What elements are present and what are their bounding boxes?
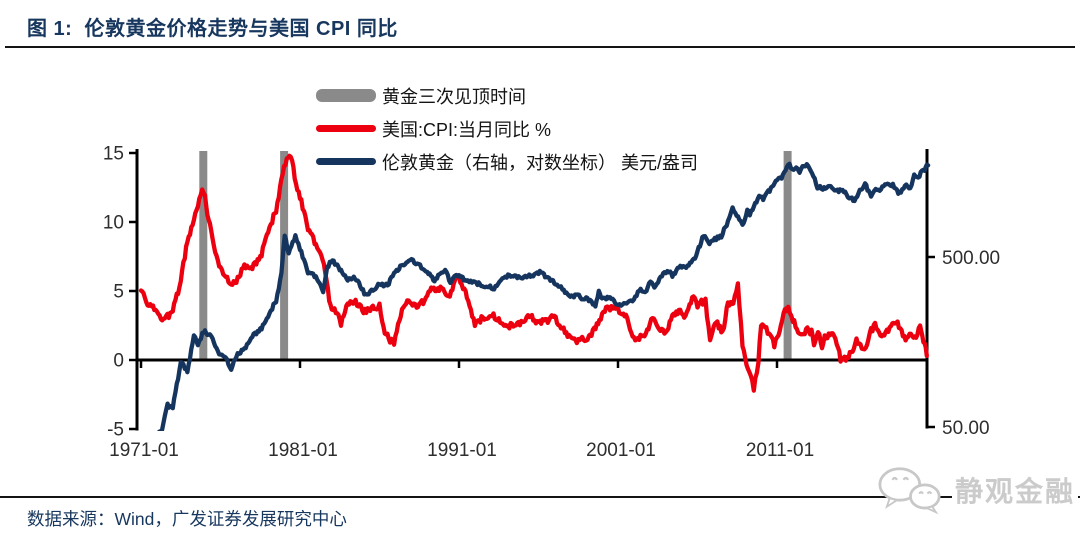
legend-swatch-navy-line bbox=[316, 158, 376, 165]
legend-label-gold-peaks: 黄金三次见顶时间 bbox=[382, 86, 526, 107]
x-axis-tick-label: 1971-01 bbox=[109, 440, 179, 461]
x-axis-tick-label: 1981-01 bbox=[268, 440, 338, 461]
legend-item-us-cpi: 美国:CPI:当月同比 % bbox=[316, 112, 698, 145]
legend-label-us-cpi: 美国:CPI:当月同比 % bbox=[382, 119, 552, 140]
legend-swatch-red-line bbox=[316, 125, 376, 132]
gold-peak-band bbox=[199, 151, 208, 360]
watermark: 静观金融 bbox=[874, 466, 1079, 515]
x-axis-tick-label: 2001-01 bbox=[586, 440, 656, 461]
y-axis-left-tick-label: 5 bbox=[113, 282, 124, 303]
data-source-text: 数据来源：Wind，广发证券发展研究中心 bbox=[27, 509, 347, 529]
y-axis-left-tick-label: 10 bbox=[103, 213, 124, 234]
watermark-text: 静观金融 bbox=[952, 470, 1079, 510]
y-axis-left-tick-label: 15 bbox=[103, 144, 124, 165]
legend-item-london-gold: 伦敦黄金（右轴，对数坐标） 美元/盎司 bbox=[316, 145, 698, 178]
gold-line bbox=[156, 161, 931, 431]
gold-peak-band bbox=[783, 151, 792, 360]
legend-item-gold-peaks: 黄金三次见顶时间 bbox=[316, 79, 698, 112]
x-axis-tick-label: 2011-01 bbox=[746, 440, 814, 461]
footer-divider bbox=[0, 496, 1080, 498]
wechat-icon bbox=[878, 467, 941, 515]
chart-legend: 黄金三次见顶时间 美国:CPI:当月同比 % 伦敦黄金（右轴，对数坐标） 美元/… bbox=[316, 79, 698, 178]
x-axis-tick-label: 1991-01 bbox=[427, 440, 497, 461]
y-axis-left-tick-label: -5 bbox=[107, 420, 124, 441]
title-divider bbox=[5, 46, 1075, 48]
cpi-line bbox=[138, 153, 929, 393]
y-axis-right-tick-label: 500.00 bbox=[942, 248, 1000, 269]
legend-label-london-gold: 伦敦黄金（右轴，对数坐标） 美元/盎司 bbox=[382, 152, 699, 173]
y-axis-left-tick-label: 0 bbox=[113, 351, 124, 372]
legend-swatch-gray-bar bbox=[316, 89, 376, 102]
y-axis-right-tick-label: 50.00 bbox=[942, 418, 990, 439]
figure-title: 图 1: 伦敦黄金价格走势与美国 CPI 同比 bbox=[27, 18, 398, 40]
